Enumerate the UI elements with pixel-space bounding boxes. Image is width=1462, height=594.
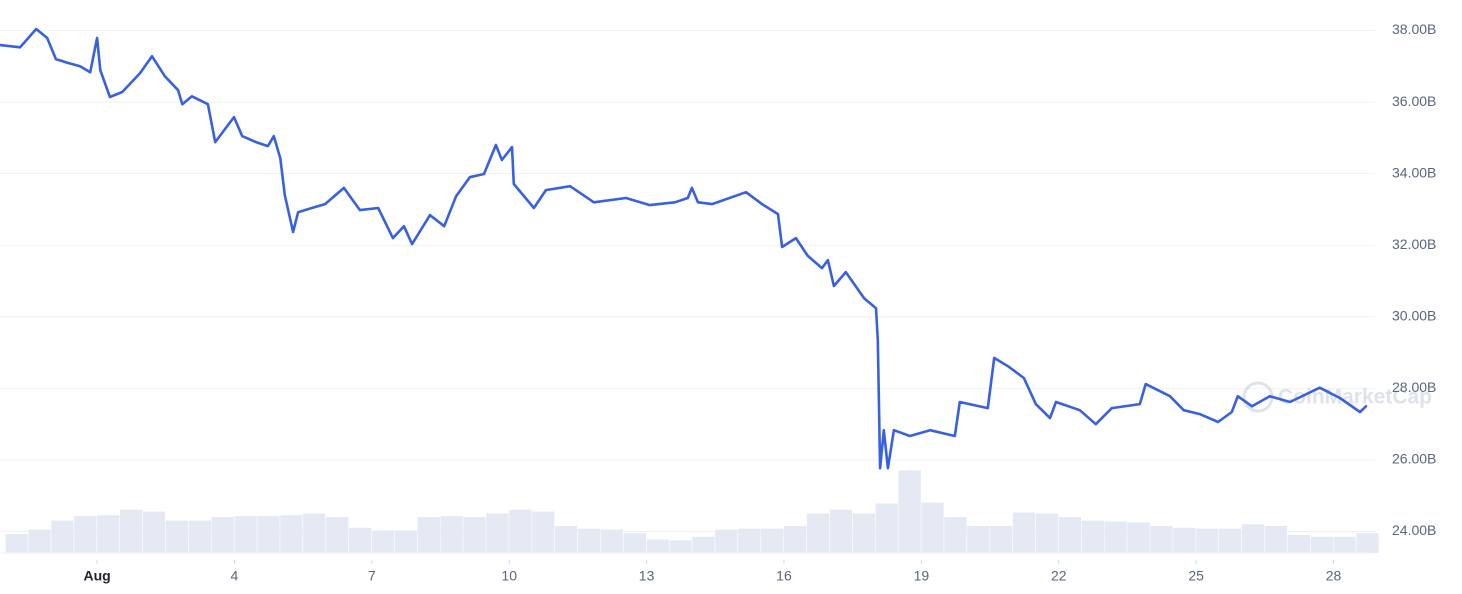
volume-bar (1104, 521, 1127, 553)
volume-bar (623, 533, 646, 553)
volume-bar (165, 520, 189, 553)
price-line (0, 27, 1368, 470)
volume-bar (74, 516, 97, 553)
volume-bar (692, 536, 715, 553)
volume-bar (852, 513, 875, 553)
volume-bar (280, 515, 303, 553)
volume-bar (142, 511, 166, 553)
volume-bar (1310, 536, 1333, 553)
volume-bar (188, 520, 211, 553)
x-tick-label: 25 (1188, 568, 1204, 584)
volume-bar (600, 529, 624, 553)
volume-bar (1287, 535, 1310, 553)
volume-bar (555, 526, 578, 553)
volume-bar (28, 529, 51, 553)
x-tick-label: 19 (914, 568, 930, 584)
volume-bar (967, 526, 990, 553)
volume-bar (738, 528, 761, 553)
volume-bar (1356, 533, 1379, 553)
volume-bar (394, 530, 418, 553)
volume-bar (829, 509, 853, 553)
volume-bar (303, 513, 326, 553)
volume-bar (1173, 527, 1196, 553)
y-tick-label: 26.00B (1392, 451, 1436, 467)
volume-bar (875, 503, 898, 553)
volume-bar (1081, 520, 1104, 553)
volume-bar (715, 529, 738, 553)
volume-bar (646, 539, 669, 553)
y-tick-label: 24.00B (1392, 522, 1436, 538)
volume-bar (1012, 512, 1036, 553)
y-tick-label: 32.00B (1392, 236, 1436, 252)
y-tick-label: 28.00B (1392, 379, 1436, 395)
volume-bar (5, 534, 28, 553)
volume-bar (1035, 513, 1059, 553)
y-tick-label: 30.00B (1392, 307, 1436, 323)
volume-bar (1196, 528, 1219, 553)
x-tick-label: 22 (1051, 568, 1067, 584)
x-tick-label: 7 (368, 568, 376, 584)
volume-bar (371, 530, 395, 553)
volume-bar (463, 517, 486, 553)
volume-bar (509, 509, 532, 553)
x-tick-label: 28 (1326, 568, 1342, 584)
volume-bar (783, 526, 807, 553)
volume-bar (577, 528, 601, 553)
volume-bar (921, 502, 944, 553)
volume-bar (348, 527, 372, 553)
y-tick-label: 34.00B (1392, 164, 1436, 180)
volume-bar (1219, 528, 1242, 553)
volume-bar (1333, 536, 1356, 553)
volume-bar (1127, 522, 1150, 553)
volume-bar (440, 516, 463, 553)
volume-bar (806, 513, 830, 553)
volume-bar (211, 517, 234, 553)
volume-bar (1241, 524, 1265, 553)
x-tick-label: 10 (501, 568, 517, 584)
x-tick-label: 13 (639, 568, 655, 584)
volume-bar (898, 470, 921, 553)
volume-bar (257, 516, 280, 553)
volume-bar (532, 511, 555, 553)
volume-bar (761, 528, 784, 553)
volume-bar (234, 516, 257, 553)
x-tick-label: 16 (776, 568, 792, 584)
volume-bar (1264, 526, 1288, 553)
volume-bar (990, 526, 1013, 553)
y-tick-label: 38.00B (1392, 21, 1436, 37)
x-tick-label: Aug (83, 568, 110, 584)
volume-bar (97, 515, 120, 553)
volume-bar (669, 540, 692, 553)
volume-bar (119, 509, 143, 553)
volume-bar (486, 513, 509, 553)
volume-bar (417, 517, 440, 553)
volume-bar (1058, 517, 1082, 553)
x-tick-label: 4 (231, 568, 239, 584)
volume-bar (51, 520, 74, 553)
volume-bar (1150, 526, 1173, 553)
y-tick-label: 36.00B (1392, 93, 1436, 109)
watermark-text: CoinMarketCap (1278, 386, 1432, 409)
volume-bar (326, 517, 349, 553)
volume-bar (944, 517, 967, 553)
